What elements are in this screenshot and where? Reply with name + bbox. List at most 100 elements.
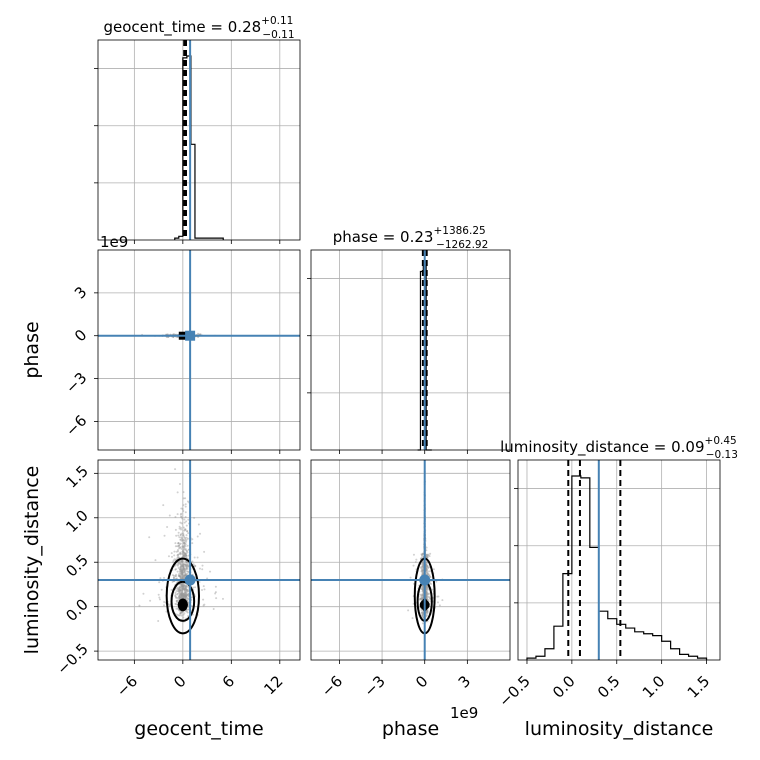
sample-point <box>183 542 186 545</box>
sample-point <box>179 562 182 565</box>
sample-point <box>177 590 180 593</box>
sample-point <box>182 554 185 557</box>
sample-point <box>181 589 184 592</box>
sample-point <box>182 586 185 589</box>
sample-point <box>181 586 184 589</box>
sample-point <box>180 593 183 596</box>
sample-point <box>181 573 184 576</box>
sample-point <box>420 611 423 614</box>
sample-point <box>185 554 188 557</box>
sample-point <box>186 590 189 593</box>
sample-point <box>421 611 424 614</box>
sample-point <box>180 583 183 586</box>
sample-point <box>186 563 189 566</box>
sample-point <box>420 570 423 573</box>
sample-point <box>427 572 430 575</box>
sample-point <box>182 596 185 599</box>
sample-point <box>163 576 166 579</box>
sample-point <box>182 562 185 565</box>
sample-point <box>182 576 185 579</box>
sample-point <box>176 592 179 595</box>
sample-point <box>183 577 186 580</box>
sample-point <box>172 559 175 562</box>
sample-point <box>426 592 429 595</box>
sample-point <box>428 575 431 578</box>
sample-point <box>183 521 186 524</box>
sample-point <box>184 596 187 599</box>
sample-point <box>179 596 182 599</box>
sample-point <box>183 568 186 571</box>
sample-point <box>182 592 185 595</box>
sample-point <box>184 595 187 598</box>
sample-point <box>419 566 422 569</box>
sample-point <box>421 613 424 616</box>
sample-point <box>203 603 206 606</box>
offset-label-phase-y: 1e9 <box>100 233 128 251</box>
sample-point <box>167 555 170 558</box>
sample-point <box>180 595 183 598</box>
tick-label-x-luminosity_distance: 0.5 <box>594 672 624 702</box>
sample-point <box>178 568 181 571</box>
sample-point <box>178 572 181 575</box>
sample-point <box>171 574 174 577</box>
sample-point <box>181 592 184 595</box>
sample-point <box>425 593 428 596</box>
sample-point <box>426 611 429 614</box>
sample-point <box>420 597 423 600</box>
sample-point <box>181 594 184 597</box>
contour-geocent_time__luminosity_distance-2 <box>165 557 200 635</box>
sample-point <box>179 595 182 598</box>
sample-point <box>421 561 424 564</box>
sample-point <box>170 555 173 558</box>
sample-point <box>180 538 183 541</box>
sample-point <box>426 593 429 596</box>
sample-point <box>183 518 186 521</box>
sample-point <box>427 554 430 557</box>
sample-point <box>183 574 186 577</box>
sample-point <box>179 533 182 536</box>
sample-point <box>183 541 186 544</box>
sample-point <box>182 526 185 529</box>
sample-point <box>425 595 428 598</box>
sample-point <box>181 593 184 596</box>
sample-point <box>180 592 183 595</box>
sample-point <box>182 616 185 619</box>
sample-point <box>184 584 187 587</box>
sample-point <box>174 542 177 545</box>
sample-point <box>178 552 181 555</box>
sample-point <box>184 560 187 563</box>
sample-point <box>179 560 182 563</box>
sample-point <box>184 569 187 572</box>
sample-point <box>420 594 423 597</box>
sample-point <box>191 596 194 599</box>
sample-point <box>421 570 424 573</box>
sample-point <box>182 545 185 548</box>
sample-point <box>178 609 181 612</box>
sample-point <box>425 612 428 615</box>
sample-point <box>421 597 424 600</box>
sample-point <box>411 617 414 620</box>
tick-label-y-luminosity_distance: 0.0 <box>62 595 92 625</box>
sample-point <box>157 593 160 596</box>
sample-point <box>182 563 185 566</box>
sample-point <box>182 595 185 598</box>
sample-point <box>199 532 202 535</box>
sample-point <box>214 585 217 588</box>
sample-point <box>160 588 163 591</box>
sample-point <box>420 562 423 565</box>
sample-point <box>180 596 183 599</box>
sample-point <box>148 536 151 539</box>
sample-point <box>173 550 176 553</box>
sample-point <box>435 580 438 583</box>
sample-point <box>178 585 181 588</box>
sample-point <box>184 591 187 594</box>
sample-point <box>186 597 189 600</box>
sample-point <box>185 520 188 523</box>
sample-point <box>427 566 430 569</box>
sample-point <box>426 611 429 614</box>
sample-point <box>180 591 183 594</box>
sample-point <box>178 594 181 597</box>
sample-point <box>184 529 187 532</box>
sample-point <box>166 526 169 529</box>
sample-point <box>425 596 428 599</box>
